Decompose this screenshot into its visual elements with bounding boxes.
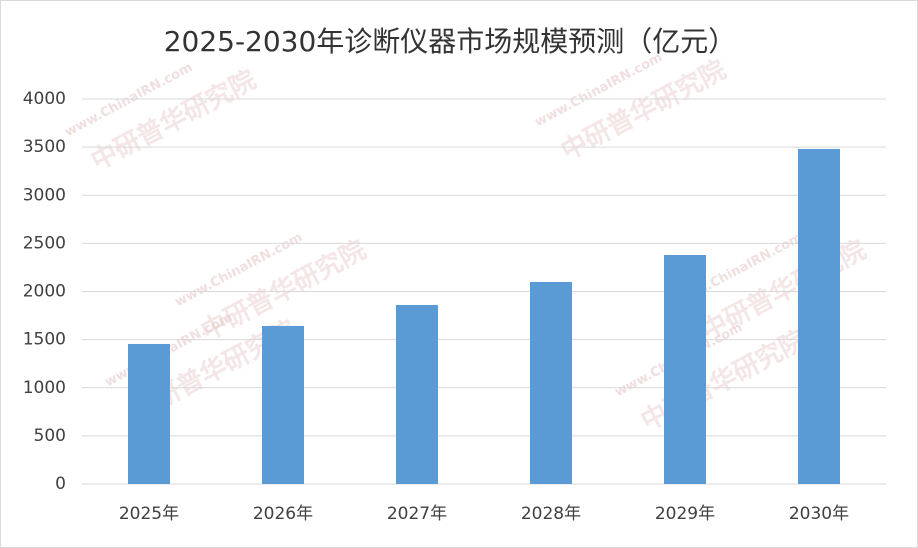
y-tick-label: 500	[34, 426, 66, 446]
x-tick-label: 2026年	[253, 504, 313, 524]
bar	[664, 255, 706, 484]
y-tick-label: 0	[55, 474, 66, 494]
y-tick-label: 2500	[23, 233, 66, 253]
y-tick-label: 1500	[23, 330, 66, 350]
y-tick-label: 4000	[23, 89, 66, 109]
y-tick-label: 3500	[23, 137, 66, 157]
bars	[128, 148, 840, 485]
chart-title: 2025-2030年诊断仪器市场规模预测（亿元）	[164, 25, 737, 58]
bar	[530, 281, 572, 484]
x-tick-label: 2030年	[789, 504, 849, 524]
x-tick-label: 2027年	[387, 504, 447, 524]
y-tick-label: 2000	[23, 282, 66, 302]
x-tick-label: 2025年	[119, 504, 179, 524]
bar	[262, 325, 304, 484]
y-tick-label: 3000	[23, 185, 66, 205]
x-tick-label: 2029年	[655, 504, 715, 524]
grid: 0 500 1000 1500 2000 2500 3000 3500 4000 2025年 202…	[23, 89, 886, 524]
bar	[396, 304, 438, 484]
bar	[128, 343, 170, 484]
bar	[798, 148, 840, 485]
y-tick-label: 1000	[23, 378, 66, 398]
x-tick-label: 2028年	[521, 504, 581, 524]
